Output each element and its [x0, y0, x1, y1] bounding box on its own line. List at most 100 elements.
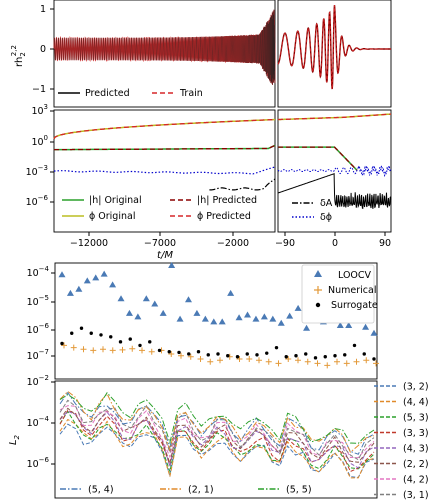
surrogate-point: [79, 326, 84, 330]
surrogate-point: [235, 355, 240, 359]
surrogate-point: [372, 357, 376, 361]
loocv-point: [210, 318, 218, 325]
surrogate-point: [60, 341, 64, 346]
legend-label: (2, 2): [403, 459, 429, 470]
numerical-point: [304, 358, 311, 365]
loocv-point: [227, 289, 235, 296]
top-left-legend: Predicted Train: [58, 88, 203, 99]
scatter-legend: LOOCV Numerical Surrogate: [301, 264, 378, 324]
surrogate-point: [206, 353, 210, 357]
loocv-point: [252, 315, 260, 322]
surrogate-point: [362, 352, 366, 356]
l2-series-line: [59, 399, 375, 461]
numerical-point: [217, 357, 223, 364]
plus-marker-icon: [314, 286, 322, 294]
legend-label: (4, 4): [403, 397, 429, 408]
legend-label: |h| Original: [89, 195, 142, 206]
surrogate-point: [226, 354, 230, 358]
top-right-waveform: [277, 4, 391, 90]
top-left-y-ticks: 1 0 −1: [32, 4, 54, 95]
delta-a-line: [277, 172, 392, 210]
middle-left-curves: [53, 118, 276, 191]
phi-predicted-line: [277, 113, 391, 121]
y-tick-label: 0: [40, 44, 46, 55]
top-right-frame: [277, 0, 392, 108]
loocv-point: [184, 296, 192, 303]
l2-series-line: [59, 407, 375, 466]
delta-a-line: [209, 178, 276, 191]
surrogate-point: [187, 352, 191, 356]
numerical-point: [168, 350, 175, 357]
x-tick-label: −90: [275, 238, 295, 249]
legend-label: δϕ: [320, 212, 332, 223]
surrogate-point: [118, 340, 123, 344]
middle-right-legend: δA δϕ: [292, 198, 333, 223]
legend-label: (4, 2): [403, 475, 429, 486]
loocv-point: [142, 295, 150, 302]
loocv-point: [125, 309, 133, 316]
y-tick-label: 10−6: [27, 456, 50, 470]
surrogate-point: [167, 350, 171, 354]
legend-label: ϕ Predicted: [197, 211, 251, 222]
y-tick-label: 10−5: [27, 294, 49, 308]
loocv-point: [58, 271, 66, 278]
loocv-point: [109, 281, 117, 288]
legend-label: (5, 5): [286, 485, 312, 496]
loocv-point: [370, 329, 378, 336]
surrogate-point: [352, 343, 357, 348]
surrogate-point: [216, 352, 220, 356]
loocv-point: [294, 304, 302, 311]
legend-label: Numerical: [328, 285, 376, 296]
legend-label: ϕ Original: [89, 211, 135, 222]
bottom-lower-y-ticks: 10−2 10−4 10−6: [27, 374, 55, 470]
y-tick-label: 10−3: [26, 164, 48, 178]
loocv-point: [235, 314, 243, 321]
middle-right-curves: [277, 113, 392, 210]
y-tick-label: 10−6: [27, 322, 50, 336]
surrogate-point: [265, 351, 269, 355]
bottom-lower-y-label: L2: [8, 434, 21, 445]
numerical-point: [246, 356, 253, 362]
middle-right-x-ticks: −90 0 90: [275, 232, 391, 249]
surrogate-point: [70, 331, 74, 335]
bottom-upper-y-ticks: 10−4 10−5 10−6 10−7: [27, 265, 55, 362]
numerical-point: [334, 358, 340, 365]
surrogate-point: [177, 350, 181, 355]
loocv-point: [75, 285, 83, 292]
numerical-point: [256, 357, 262, 364]
x-tick-label: 90: [379, 238, 391, 249]
bottom-upper-scatter: [58, 262, 379, 369]
numerical-point: [129, 345, 136, 352]
phi-predicted-line: [53, 118, 275, 140]
numerical-point: [187, 353, 194, 360]
top-left-y-label: rh22,2: [10, 45, 27, 67]
h-original-line: [278, 146, 358, 171]
numerical-point: [109, 347, 116, 354]
numerical-point: [197, 356, 204, 362]
legend-label: (3, 1): [403, 490, 429, 500]
predicted-series-line: [277, 4, 391, 90]
l2-series-line: [59, 391, 375, 445]
y-tick-label: 100: [31, 134, 48, 148]
h-predicted-line: [53, 144, 276, 151]
l2-right-legend: (3, 2) (4, 4) (5, 3) (3, 3) (4, 3) (2, 2) (4, …: [374, 382, 429, 500]
surrogate-point: [148, 340, 152, 344]
numerical-point: [373, 360, 379, 367]
top-left-waveform: [53, 9, 276, 85]
l2-series-line: [59, 418, 375, 479]
legend-label: (3, 2): [403, 382, 429, 393]
loocv-point: [336, 321, 344, 328]
numerical-point: [324, 362, 331, 369]
l2-series-line: [59, 410, 375, 474]
surrogate-point: [343, 353, 347, 357]
y-tick-label: 103: [31, 103, 48, 117]
numerical-point: [119, 346, 126, 353]
legend-label-predicted: Predicted: [85, 88, 130, 99]
loocv-point: [201, 315, 209, 322]
loocv-point: [303, 324, 311, 331]
panel-frames: [53, 0, 392, 499]
legend-label-train: Train: [179, 88, 203, 99]
y-tick-label: 1: [40, 4, 46, 15]
surrogate-point: [313, 356, 318, 360]
